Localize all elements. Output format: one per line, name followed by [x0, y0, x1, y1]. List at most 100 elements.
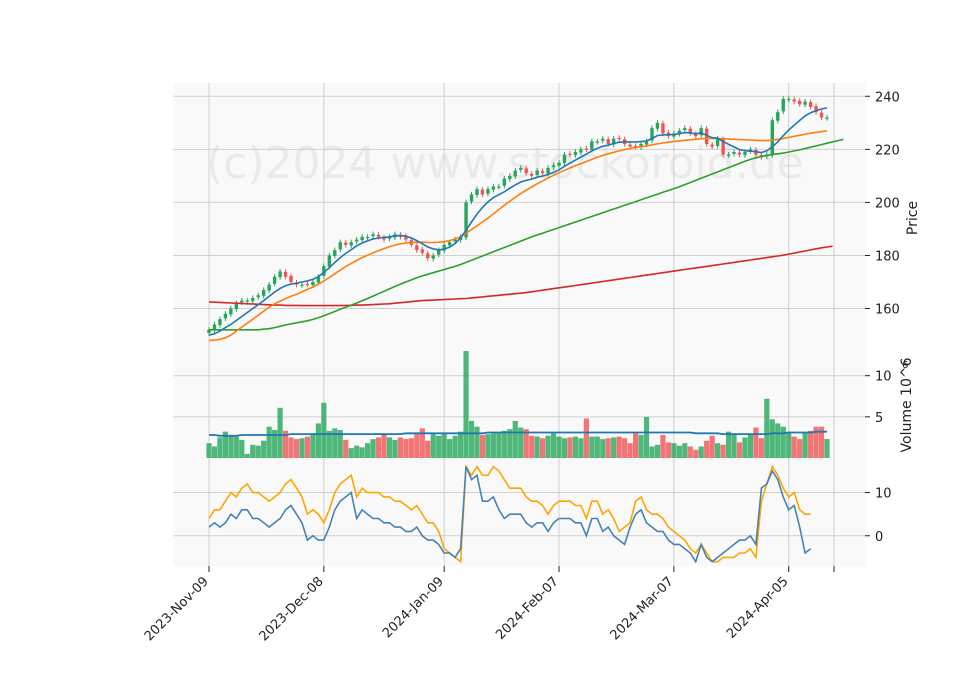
volume-bar	[698, 446, 704, 458]
volume-bar	[818, 426, 825, 458]
candle-body	[437, 250, 441, 255]
ma-mid-line	[208, 130, 828, 342]
candle-body	[688, 128, 692, 134]
candle-body	[480, 189, 485, 195]
volume-bar	[572, 436, 579, 458]
candle-body	[584, 148, 589, 150]
candle-body	[737, 152, 742, 155]
volume-bar	[468, 420, 475, 458]
candle-body	[524, 168, 528, 174]
candle-body	[300, 284, 304, 286]
candle-body	[694, 133, 698, 137]
candle-body	[365, 236, 370, 239]
candle-body	[808, 102, 813, 107]
volume-bar	[649, 446, 655, 458]
volume-bar	[731, 433, 737, 458]
candle-body	[710, 144, 714, 147]
candle-body	[344, 242, 348, 245]
volume-bar	[632, 433, 639, 458]
volume-bar	[605, 438, 611, 458]
candle-body	[371, 234, 375, 237]
candle-body	[639, 144, 643, 148]
candle-body	[245, 300, 249, 302]
volume-y-tick-label: 10	[875, 370, 892, 385]
volume-bar	[824, 439, 830, 458]
volume-bar	[704, 440, 710, 458]
candle-body	[704, 128, 709, 145]
candle-body	[595, 141, 599, 143]
volume-bar	[545, 435, 551, 458]
volume-bar	[780, 426, 786, 458]
x-tick-label: 2023-Nov-09	[142, 574, 212, 644]
candle-body	[715, 138, 720, 146]
candle-body	[535, 170, 539, 176]
volume-bar	[561, 438, 568, 458]
price-y-tick-label: 180	[875, 249, 900, 264]
volume-bar	[671, 443, 677, 458]
candle-body	[677, 130, 682, 134]
volume-bar	[693, 449, 699, 458]
candle-body	[420, 249, 424, 253]
volume-bar	[299, 438, 305, 458]
volume-bar	[654, 444, 661, 458]
volume-ma-line	[209, 430, 827, 437]
candle-body	[415, 245, 419, 251]
candle-body	[207, 329, 211, 333]
volume-bar	[747, 434, 754, 458]
volume-bar	[261, 440, 267, 458]
candle-body	[442, 244, 446, 251]
candle-body	[316, 276, 321, 283]
volume-bar	[408, 438, 414, 458]
candle-body	[540, 171, 545, 174]
candle-body	[508, 175, 512, 180]
candle-body	[447, 242, 452, 246]
candle-body	[491, 186, 496, 190]
volume-bar	[430, 434, 436, 458]
candle-body	[251, 297, 255, 302]
price-y-tick-label: 240	[875, 90, 900, 105]
volume-bar	[293, 439, 300, 458]
candle-body	[579, 149, 583, 153]
volume-bar	[359, 447, 365, 458]
volume-bar	[512, 420, 518, 458]
candle-body	[770, 120, 775, 156]
candle-body	[327, 255, 332, 267]
volume-bar	[769, 419, 775, 458]
oscillator-line-a	[208, 466, 812, 564]
candle-body	[475, 189, 479, 195]
oscillator-layer	[208, 464, 812, 564]
oscillator-line-b	[208, 464, 811, 564]
volume-bar	[397, 437, 404, 458]
volume-bar	[375, 437, 382, 458]
volume-bar	[550, 433, 557, 458]
candle-body	[792, 99, 796, 102]
volume-bar	[627, 443, 633, 458]
volume-bar	[332, 428, 338, 458]
volume-bar	[326, 430, 332, 458]
volume-y-tick-label: 5	[875, 411, 883, 426]
volume-bar	[507, 429, 513, 458]
candle-body	[256, 295, 260, 298]
volume-bar	[715, 443, 721, 458]
volume-bar	[791, 436, 797, 458]
candle-body	[633, 145, 638, 148]
volume-bar	[479, 434, 486, 458]
volume-bar	[343, 439, 349, 458]
volume-bar	[217, 437, 223, 458]
volume-bar	[523, 429, 529, 458]
candle-body	[218, 319, 222, 325]
volume-bar	[403, 439, 409, 458]
ma-fast-line	[208, 107, 828, 336]
volume-bar	[310, 433, 316, 458]
volume-bar	[797, 439, 803, 458]
volume-bar	[288, 437, 294, 458]
volume-bar	[315, 423, 321, 458]
candle-body	[240, 300, 244, 303]
candle-body	[819, 112, 824, 118]
x-tick-label: 2024-Apr-05	[724, 574, 791, 641]
candle-body	[272, 276, 277, 284]
candle-body	[590, 141, 594, 150]
candle-body	[814, 106, 818, 113]
volume-bar	[321, 402, 327, 458]
